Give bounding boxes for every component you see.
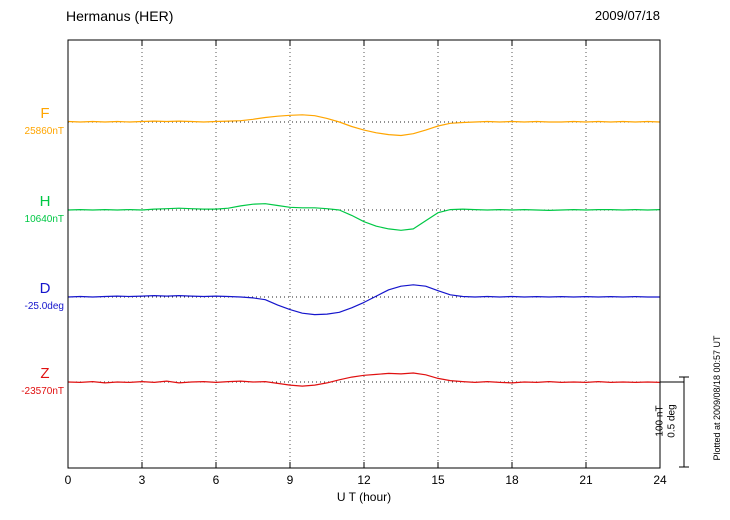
trace-F <box>67 114 661 137</box>
scalebar-label: 100 nT 0.5 deg <box>655 404 678 437</box>
series-baseline-value-D: -25.0deg <box>24 301 64 312</box>
series-label-F: F <box>40 105 50 122</box>
x-axis-label: U T (hour) <box>336 490 392 504</box>
x-tick-label-12: 12 <box>357 473 371 487</box>
x-tick-label-24: 24 <box>653 473 667 487</box>
plotted-at-note: Plotted at 2009/08/18 00:57 UT <box>712 335 722 461</box>
x-tick-label-9: 9 <box>286 473 294 487</box>
series-label-Z: Z <box>40 365 50 382</box>
series-baseline-value-H: 10640nT <box>24 214 64 225</box>
x-tick-label-0: 0 <box>64 473 72 487</box>
trace-Z <box>67 372 661 387</box>
x-tick-label-18: 18 <box>505 473 519 487</box>
x-tick-label-21: 21 <box>579 473 593 487</box>
station-title: Hermanus (HER) <box>66 8 174 24</box>
plot-date: 2009/07/18 <box>594 8 660 23</box>
x-tick-label-6: 6 <box>212 473 220 487</box>
x-tick-label-15: 15 <box>431 473 445 487</box>
series-baseline-value-Z: -23570nT <box>21 386 64 397</box>
scalebar-nt-label: 100 nT <box>654 405 666 437</box>
series-label-D: D <box>39 280 51 297</box>
scalebar-deg-label: 0.5 deg <box>666 404 677 438</box>
x-tick-label-3: 3 <box>138 473 146 487</box>
series-baseline-value-F: 25860nT <box>24 126 64 137</box>
trace-D <box>67 284 660 316</box>
series-label-H: H <box>39 193 51 210</box>
trace-H <box>67 203 661 231</box>
